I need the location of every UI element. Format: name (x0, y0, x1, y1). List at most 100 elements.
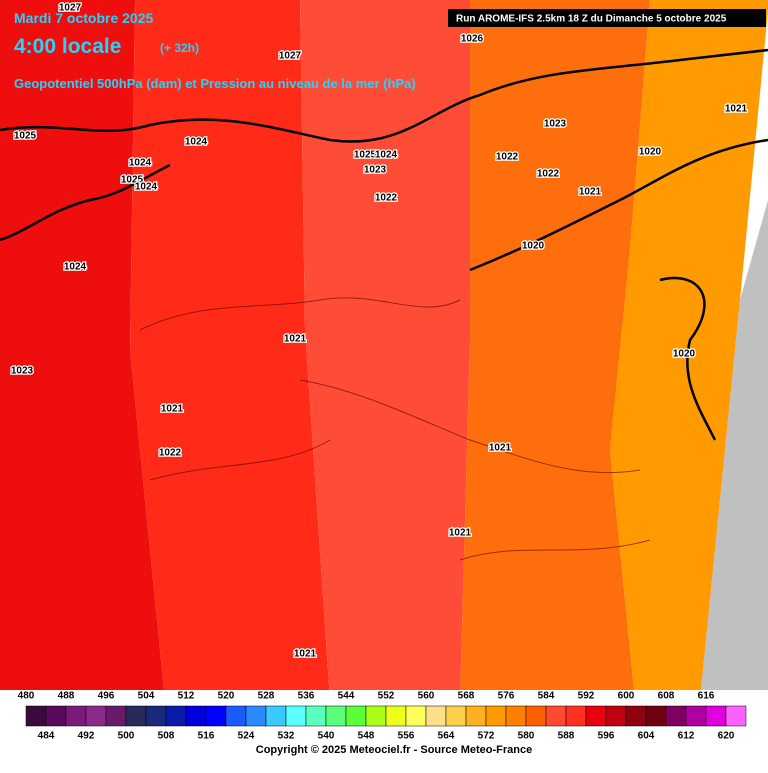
isobar (0, 163, 171, 242)
isobar-label: 1021 (725, 104, 748, 115)
color-swatch (585, 705, 607, 727)
field-band (460, 0, 650, 700)
colorbar-label: 516 (198, 731, 215, 742)
color-swatch (265, 705, 287, 727)
color-swatch (225, 705, 247, 727)
isobar-label: 1020 (522, 241, 545, 252)
isobar (0, 48, 768, 143)
colorbar-label: 552 (378, 691, 395, 702)
isobar-label: 1021 (579, 187, 602, 198)
colorbar-label: 504 (138, 691, 155, 702)
color-swatch (25, 705, 47, 727)
colorbar-label: 520 (218, 691, 235, 702)
colorbar-label: 528 (258, 691, 275, 702)
isobar-label: 1023 (544, 119, 567, 130)
colorbar-label: 556 (398, 731, 415, 742)
color-swatch (605, 705, 627, 727)
isobar-label: 1024 (375, 150, 398, 161)
thin-contours (139, 297, 651, 561)
color-swatch (185, 705, 207, 727)
color-swatch (465, 705, 487, 727)
color-swatch (625, 705, 647, 727)
colorbar-label: 492 (78, 731, 95, 742)
isobar-label: 1024 (185, 137, 208, 148)
colorbar-label: 612 (678, 731, 695, 742)
color-swatch (385, 705, 407, 727)
color-swatch (365, 705, 387, 727)
colorbar-label: 616 (698, 691, 715, 702)
time: 4:00 locale (14, 35, 121, 58)
isobar-label: 1027 (59, 3, 82, 14)
isobar-label: 1022 (375, 193, 398, 204)
color-swatch (565, 705, 587, 727)
colorbar-label: 596 (598, 731, 615, 742)
isobar-label: 1021 (449, 528, 472, 539)
isobar-label: 1023 (11, 366, 34, 377)
color-swatch (665, 705, 687, 727)
isobar-label: 1025 (14, 131, 37, 142)
color-swatch (65, 705, 87, 727)
colorbar-label: 544 (338, 691, 355, 702)
color-swatch (485, 705, 507, 727)
isobar-label: 1027 (279, 51, 302, 62)
isobar-label: 1026 (461, 34, 484, 45)
contour (459, 539, 651, 561)
color-swatch (345, 705, 367, 727)
isobars (0, 48, 768, 441)
isobar-label: 1020 (639, 147, 662, 158)
color-swatch (445, 705, 467, 727)
isobar-label: 1025 (354, 150, 377, 161)
field-band (130, 0, 330, 700)
colorbar-label: 488 (58, 691, 75, 702)
lead-time: (+ 32h) (160, 41, 199, 55)
isobar-label: 1021 (294, 649, 317, 660)
colorbar-label: 572 (478, 731, 495, 742)
colorbar-label: 484 (38, 731, 55, 742)
colorbar-label: 536 (298, 691, 315, 702)
isobar-label: 1025 (121, 175, 144, 186)
color-swatch (405, 705, 427, 727)
color-swatch (645, 705, 667, 727)
isobar-label: 1020 (673, 349, 696, 360)
run-info: Run AROME-IFS 2.5km 18 Z du Dimanche 5 o… (456, 14, 727, 25)
colorbar-label: 508 (158, 731, 175, 742)
color-swatch (45, 705, 67, 727)
isobar-label: 1022 (159, 448, 182, 459)
color-swatch (105, 705, 127, 727)
isobar-label: 1022 (537, 169, 560, 180)
color-swatch (245, 705, 267, 727)
color-swatch (285, 705, 307, 727)
colorbar-label: 584 (538, 691, 555, 702)
parameter: Geopotentiel 500hPa (dam) et Pression au… (14, 76, 416, 91)
colorbar-label: 524 (238, 731, 255, 742)
isobar-label: 1023 (364, 165, 387, 176)
colorbar-label: 512 (178, 691, 195, 702)
isobar-label: 1021 (489, 443, 512, 454)
isobar-label: 1021 (161, 404, 184, 415)
isobar (469, 138, 768, 272)
colorbar-label: 500 (118, 731, 135, 742)
field-band (300, 0, 470, 700)
colorbar-label: 592 (578, 691, 595, 702)
colorbar-label: 496 (98, 691, 115, 702)
color-swatch (145, 705, 167, 727)
contour (299, 379, 641, 474)
isobar-label: 1021 (284, 334, 307, 345)
isobar-label: 1024 (129, 158, 152, 169)
color-swatch (685, 705, 707, 727)
colorbar-label: 540 (318, 731, 335, 742)
colorbar: 480 488 496 504 512 520 528 536 544 552 560 568 576 5… (18, 691, 747, 742)
colorbar-label: 480 (18, 691, 35, 702)
colorbar-label: 568 (458, 691, 475, 702)
legend-area (0, 690, 768, 768)
colorbar-label: 564 (438, 731, 455, 742)
color-swatch (425, 705, 447, 727)
color-swatch (85, 705, 107, 727)
color-swatch (525, 705, 547, 727)
color-swatch (305, 705, 327, 727)
contour (149, 439, 331, 481)
color-swatch (125, 705, 147, 727)
copyright: Copyright © 2025 Meteociel.fr - Source M… (256, 744, 532, 756)
